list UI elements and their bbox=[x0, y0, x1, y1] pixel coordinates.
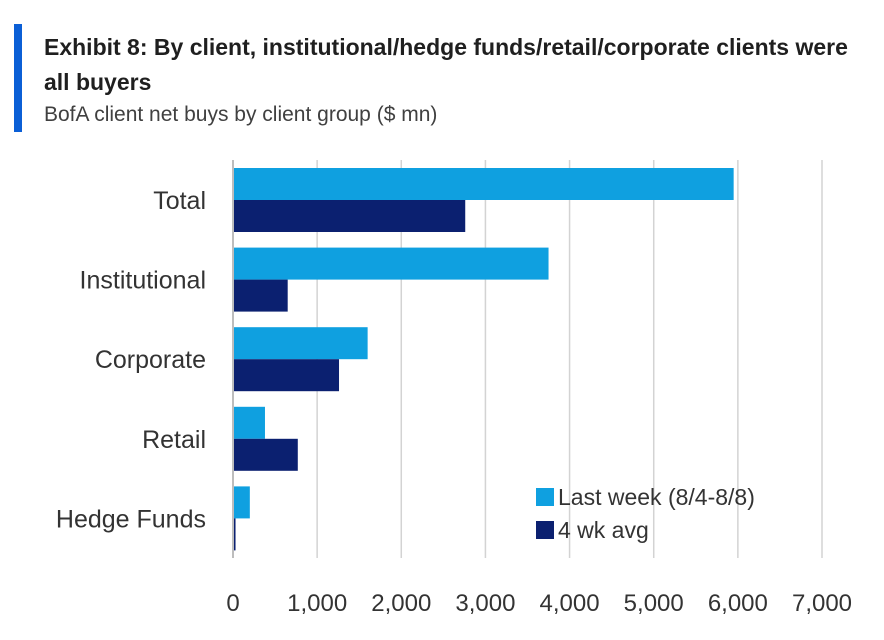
legend-swatch-four-wk-avg bbox=[536, 521, 554, 539]
bars bbox=[233, 168, 734, 551]
category-label: Hedge Funds bbox=[56, 505, 206, 533]
legend-label-four-wk-avg: 4 wk avg bbox=[558, 517, 649, 543]
bar-last-week-institutional bbox=[233, 247, 549, 280]
bar-last-week-corporate bbox=[233, 327, 368, 360]
x-tick-label: 0 bbox=[226, 590, 239, 617]
bar-last-week-hedge-funds bbox=[233, 486, 250, 519]
x-tick-label: 2,000 bbox=[371, 590, 431, 617]
x-tick-label: 4,000 bbox=[540, 590, 600, 617]
x-tick-label: 6,000 bbox=[708, 590, 768, 617]
category-label: Corporate bbox=[95, 346, 206, 374]
bar-four-wk-avg-hedge-funds bbox=[233, 518, 236, 551]
x-tick-label: 1,000 bbox=[287, 590, 347, 617]
chart-title: Exhibit 8: By client, institutional/hedg… bbox=[44, 34, 848, 95]
bar-last-week-total bbox=[233, 168, 734, 200]
accent-bar bbox=[14, 24, 22, 132]
x-tick-label: 5,000 bbox=[624, 590, 684, 617]
bar-four-wk-avg-institutional bbox=[233, 279, 288, 312]
x-tick-labels: 0 1,000 2,000 3,000 4,000 5,000 6,000 7,000 bbox=[226, 590, 852, 617]
category-label: Institutional bbox=[80, 267, 206, 295]
x-tick-label: 3,000 bbox=[455, 590, 515, 617]
category-labels: Total Institutional Corporate Retail Hedge F… bbox=[56, 187, 206, 533]
bar-four-wk-avg-retail bbox=[233, 438, 298, 471]
x-tick-label: 7,000 bbox=[792, 590, 852, 617]
category-label: Retail bbox=[142, 426, 206, 454]
bar-four-wk-avg-total bbox=[233, 200, 466, 232]
legend: Last week (8/4-8/8) 4 wk avg bbox=[536, 484, 755, 543]
chart-subtitle: BofA client net buys by client group ($ … bbox=[44, 103, 438, 126]
legend-label-last-week: Last week (8/4-8/8) bbox=[558, 484, 755, 510]
bar-four-wk-avg-corporate bbox=[233, 359, 340, 392]
category-label: Total bbox=[153, 187, 206, 215]
legend-swatch-last-week bbox=[536, 488, 554, 506]
bar-last-week-retail bbox=[233, 406, 265, 439]
